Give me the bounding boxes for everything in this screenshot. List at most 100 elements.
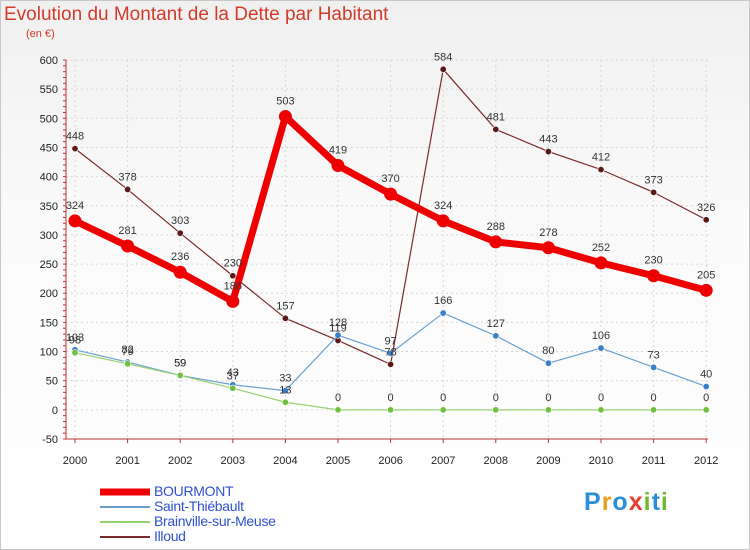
data-label-brainville-sur-meuse: 0 — [388, 392, 394, 404]
data-label-brainville-sur-meuse: 0 — [651, 392, 657, 404]
data-label-brainville-sur-meuse: 13 — [279, 384, 291, 396]
data-point-brainville-sur-meuse — [439, 406, 447, 414]
x-tick-label: 2007 — [431, 455, 455, 467]
data-point-illoud — [71, 145, 79, 153]
data-label-brainville-sur-meuse: 0 — [440, 392, 446, 404]
data-label-bourmont: 324 — [66, 200, 84, 212]
logo-letter: t — [651, 488, 661, 516]
data-label-brainville-sur-meuse: 37 — [227, 370, 239, 382]
data-label-brainville-sur-meuse: 0 — [335, 392, 341, 404]
data-label-bourmont: 205 — [697, 269, 715, 281]
data-point-bourmont — [489, 235, 503, 249]
data-label-illoud: 481 — [487, 111, 505, 123]
data-point-bourmont — [278, 110, 292, 124]
data-label-illoud: 378 — [118, 171, 136, 183]
data-point-illoud — [702, 216, 710, 224]
data-label-brainville-sur-meuse: 0 — [703, 392, 709, 404]
data-label-illoud: 157 — [276, 300, 294, 312]
legend-label-illoud: Illoud — [154, 528, 186, 544]
data-label-illoud: 326 — [697, 202, 715, 214]
data-point-brainville-sur-meuse — [281, 398, 289, 406]
data-label-illoud: 303 — [171, 215, 189, 227]
legend-item-saint-thiebault: Saint-Thiébault — [100, 499, 360, 514]
data-point-saint-thi-bault — [439, 309, 447, 317]
y-tick-label: 500 — [40, 113, 58, 125]
data-point-illoud — [281, 314, 289, 322]
data-point-saint-thi-bault — [650, 363, 658, 371]
y-tick-label: 400 — [40, 172, 58, 184]
data-point-illoud — [544, 148, 552, 156]
y-tick-label: 50 — [46, 376, 58, 388]
data-point-bourmont — [331, 159, 345, 173]
x-tick-label: 2000 — [63, 455, 87, 467]
data-label-bourmont: 419 — [329, 145, 347, 157]
data-labels: 448 378 303 230 157 119 78 584 481 443 412 373 326 10… — [66, 51, 716, 404]
data-label-saint-thi-bault: 103 — [66, 332, 84, 344]
logo-letter: i — [660, 488, 669, 516]
data-label-bourmont: 324 — [434, 200, 452, 212]
data-label-brainville-sur-meuse: 0 — [493, 392, 499, 404]
data-label-saint-thi-bault: 82 — [121, 344, 133, 356]
x-tick-label: 2001 — [115, 455, 139, 467]
logo-letter: i — [643, 488, 652, 516]
data-label-saint-thi-bault: 166 — [434, 295, 452, 307]
x-tick-label: 2006 — [378, 455, 402, 467]
data-label-illoud: 584 — [434, 51, 452, 63]
data-point-brainville-sur-meuse — [650, 406, 658, 414]
data-point-illoud — [387, 360, 395, 368]
y-tick-label: 350 — [40, 201, 58, 213]
data-label-bourmont: 252 — [592, 242, 610, 254]
data-label-saint-thi-bault: 97 — [384, 335, 396, 347]
data-point-illoud — [597, 166, 605, 174]
chart-title: Evolution du Montant de la Dette par Hab… — [4, 4, 389, 25]
data-label-saint-thi-bault: 43 — [227, 367, 239, 379]
legend-label-brainville: Brainville-sur-Meuse — [154, 513, 276, 529]
data-point-bourmont — [384, 187, 398, 201]
data-point-brainville-sur-meuse — [229, 384, 237, 392]
data-point-saint-thi-bault — [334, 331, 342, 339]
data-point-illoud — [176, 229, 184, 237]
data-point-bourmont — [68, 214, 82, 228]
y-tick-label: 600 — [40, 55, 58, 67]
y-tick-label: 200 — [40, 288, 58, 300]
data-label-bourmont: 278 — [539, 227, 557, 239]
data-label-bourmont: 370 — [381, 173, 399, 185]
chart-subtitle: (en €) — [26, 28, 55, 40]
logo-letter: P — [584, 488, 602, 516]
y-tick-label: 450 — [40, 142, 58, 154]
data-point-illoud — [492, 125, 500, 133]
data-point-bourmont — [121, 239, 135, 253]
data-label-saint-thi-bault: 59 — [174, 357, 186, 369]
data-label-bourmont: 503 — [276, 96, 294, 108]
y-tick-label: -50 — [42, 434, 58, 446]
data-point-brainville-sur-meuse — [702, 406, 710, 414]
x-tick-label: 2009 — [536, 455, 560, 467]
y-tick-label: 550 — [40, 84, 58, 96]
data-label-illoud: 373 — [644, 174, 662, 186]
data-label-bourmont: 281 — [118, 225, 136, 237]
data-point-brainville-sur-meuse — [71, 349, 79, 357]
data-label-bourmont: 186 — [224, 280, 242, 292]
logo-letter: r — [601, 488, 613, 516]
series-lines — [68, 65, 713, 414]
x-tick-label: 2011 — [642, 455, 666, 467]
x-tick-label: 2002 — [168, 455, 192, 467]
data-label-illoud: 412 — [592, 152, 610, 164]
legend-swatch-brainville — [100, 520, 150, 523]
data-point-bourmont — [541, 241, 555, 255]
x-tick-label: 2008 — [484, 455, 508, 467]
legend-item-illoud: Illoud — [100, 529, 360, 544]
data-label-saint-thi-bault: 106 — [592, 330, 610, 342]
data-point-brainville-sur-meuse — [544, 406, 552, 414]
data-label-brainville-sur-meuse: 79 — [121, 346, 133, 358]
data-label-saint-thi-bault: 73 — [647, 349, 659, 361]
data-point-saint-thi-bault — [597, 344, 605, 352]
data-label-bourmont: 230 — [644, 255, 662, 267]
data-point-illoud — [229, 272, 237, 280]
data-label-illoud: 78 — [384, 346, 396, 358]
data-point-bourmont — [436, 214, 450, 228]
data-label-brainville-sur-meuse: 59 — [174, 357, 186, 369]
x-tick-label: 2005 — [326, 455, 350, 467]
data-point-saint-thi-bault — [492, 332, 500, 340]
data-point-saint-thi-bault — [387, 349, 395, 357]
